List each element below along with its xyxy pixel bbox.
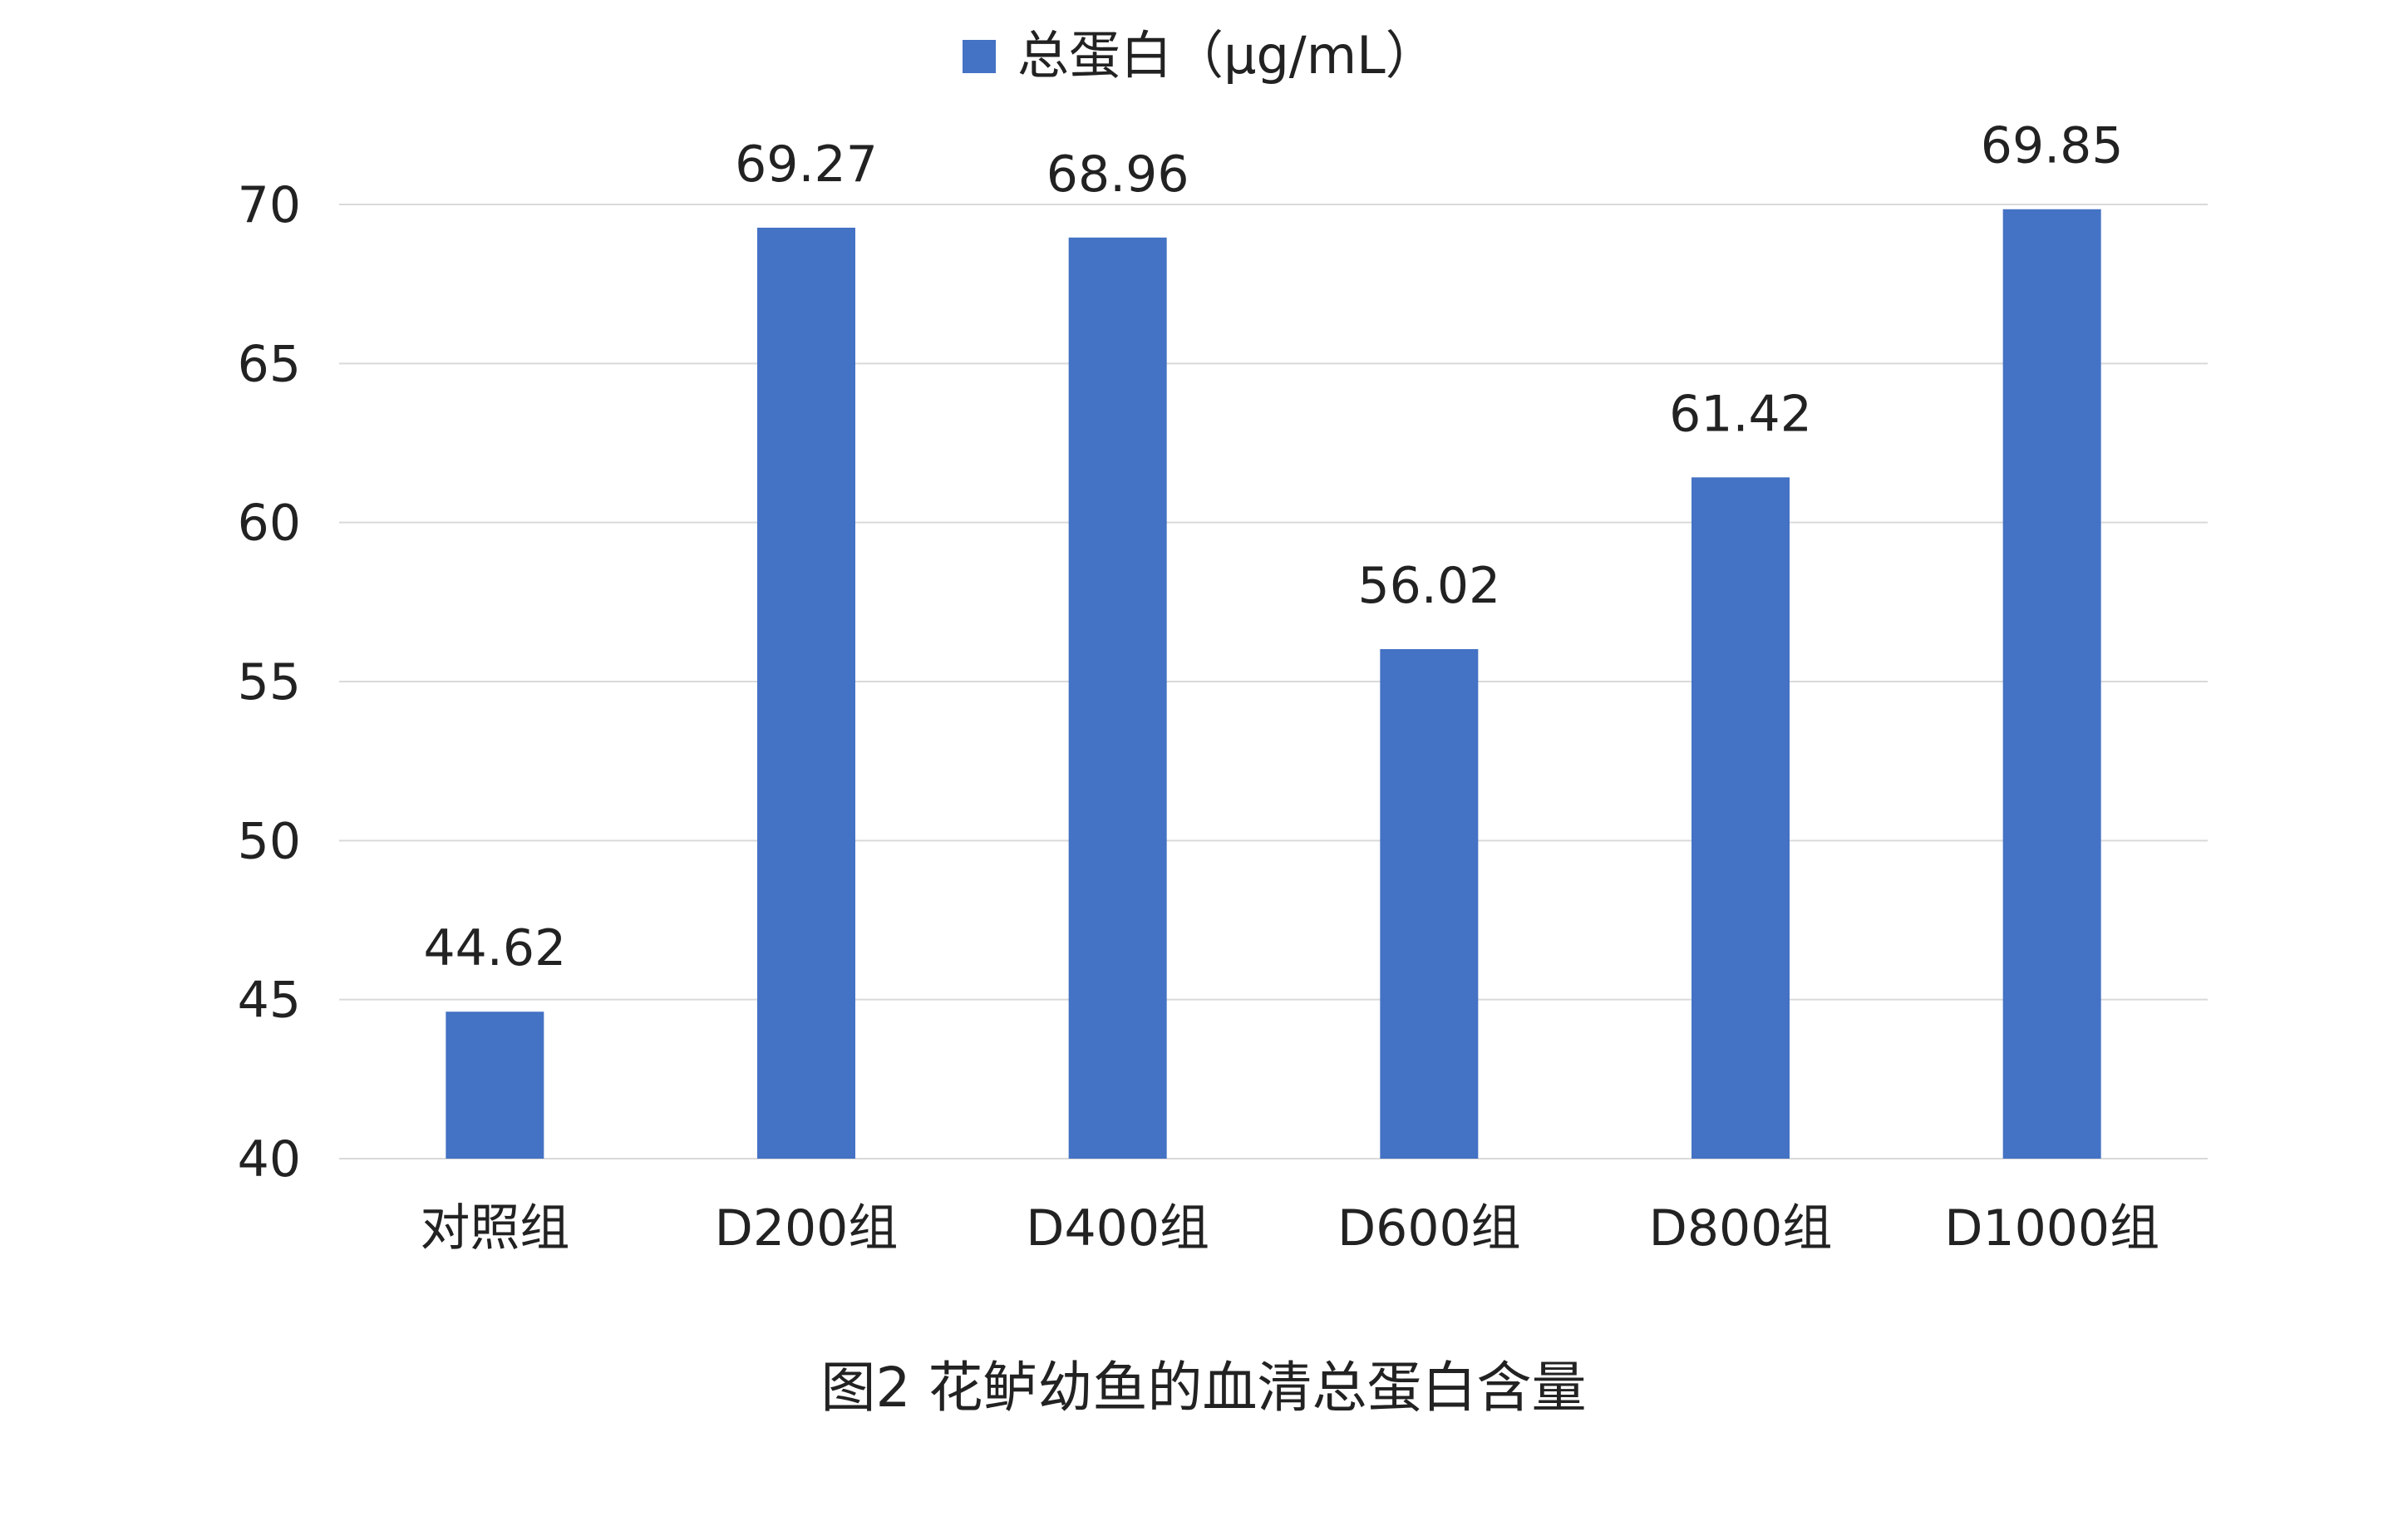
data-label: 69.85 xyxy=(1981,117,2124,175)
data-label: 56.02 xyxy=(1357,557,1500,615)
data-label: 44.62 xyxy=(423,919,566,977)
y-tick-label: 70 xyxy=(238,176,301,234)
x-axis-ticks: 对照组 D200组 D400组 D600组 D800组 D1000组 xyxy=(420,1199,2159,1258)
bar xyxy=(1692,477,1790,1159)
x-tick-label: D1000组 xyxy=(1944,1199,2159,1258)
bars xyxy=(446,209,2101,1159)
bar xyxy=(2002,209,2101,1159)
x-tick-label: D400组 xyxy=(1026,1199,1209,1258)
x-tick-label: D800组 xyxy=(1649,1199,1833,1258)
chart-caption: 图2 花鲈幼鱼的血清总蛋白含量 xyxy=(821,1356,1587,1420)
data-labels: 44.62 69.27 68.96 56.02 61.42 69.85 xyxy=(423,117,2123,977)
legend: 总蛋白（μg/mL） xyxy=(963,25,1437,86)
legend-label: 总蛋白（μg/mL） xyxy=(1017,25,1437,86)
y-tick-label: 65 xyxy=(238,335,301,393)
bar xyxy=(1068,237,1167,1159)
bar xyxy=(757,227,855,1159)
data-label: 68.96 xyxy=(1046,145,1189,204)
x-tick-label: D600组 xyxy=(1337,1199,1521,1258)
data-label: 69.27 xyxy=(735,135,878,194)
legend-swatch xyxy=(963,40,996,73)
y-tick-label: 60 xyxy=(238,495,301,553)
y-axis-ticks: 40 45 50 55 60 65 70 xyxy=(238,176,301,1189)
y-tick-label: 45 xyxy=(238,972,301,1030)
gridlines xyxy=(339,204,2208,1159)
y-tick-label: 55 xyxy=(238,653,301,711)
y-tick-label: 50 xyxy=(238,812,301,870)
y-tick-label: 40 xyxy=(238,1130,301,1189)
bar xyxy=(446,1012,544,1159)
bar xyxy=(1380,648,1479,1159)
x-tick-label: 对照组 xyxy=(420,1199,569,1258)
data-label: 61.42 xyxy=(1669,385,1812,443)
x-tick-label: D200组 xyxy=(715,1199,899,1258)
